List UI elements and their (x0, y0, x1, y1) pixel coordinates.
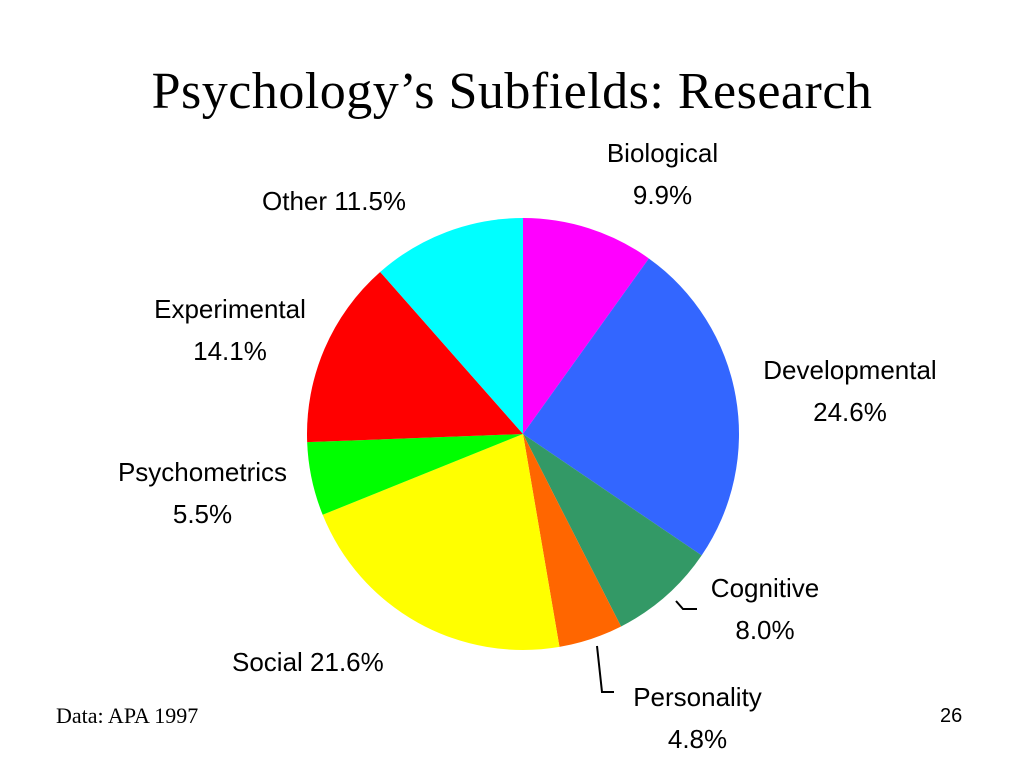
pie-slice-developmental (523, 258, 739, 556)
pie-slice-biological (523, 218, 649, 434)
label-developmental: Developmental 24.6% (745, 349, 955, 433)
label-value: 24.6% (813, 397, 887, 427)
leader-personality (596, 645, 614, 693)
label-value: 5.5% (172, 499, 233, 529)
label-psychometrics: Psychometrics 5.5% (95, 451, 310, 535)
label-name: Psychometrics (117, 457, 288, 487)
label-name: Personality (633, 682, 762, 712)
label-value: 9.9% (632, 180, 693, 210)
pie-slice-experimental (307, 271, 523, 443)
page-number: 26 (940, 705, 963, 727)
data-source: Data: APA 1997 (56, 703, 199, 728)
label-value: 4.8% (667, 724, 728, 754)
label-value: 8.0% (735, 615, 795, 645)
leader-cognitive (675, 600, 697, 610)
pie-slice-cognitive (523, 434, 702, 627)
pie-slice-psychometrics (307, 434, 523, 515)
label-other: Other 11.5% (262, 186, 407, 216)
label-personality: Personality 4.8% (615, 676, 780, 760)
label-cognitive: Cognitive 8.0% (695, 567, 835, 651)
pie-slice-personality (523, 434, 622, 647)
label-name: Cognitive (710, 573, 820, 603)
label-social: Social 21.6% (232, 647, 384, 677)
label-biological: Biological 9.9% (590, 132, 735, 216)
label-experimental: Experimental 14.1% (135, 288, 325, 372)
label-value: 14.1% (193, 336, 267, 366)
label-name: Developmental (763, 355, 937, 385)
pie-slice-social (322, 434, 560, 650)
pie-slice-other (380, 218, 523, 434)
label-name: Biological (606, 138, 719, 168)
slide-title: Psychology’s Subfields: Research (151, 63, 873, 120)
label-name: Experimental (154, 294, 306, 324)
